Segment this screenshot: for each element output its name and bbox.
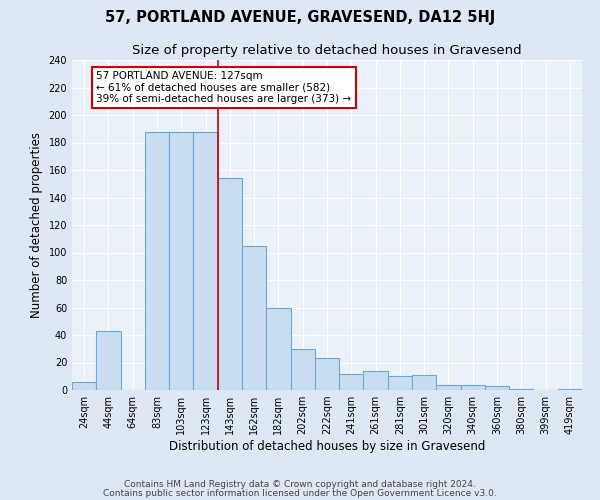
- Bar: [169, 132, 193, 390]
- Y-axis label: Number of detached properties: Number of detached properties: [30, 132, 43, 318]
- Bar: [218, 178, 242, 390]
- X-axis label: Distribution of detached houses by size in Gravesend: Distribution of detached houses by size …: [169, 440, 485, 453]
- Text: Contains public sector information licensed under the Open Government Licence v3: Contains public sector information licen…: [103, 488, 497, 498]
- Text: Contains HM Land Registry data © Crown copyright and database right 2024.: Contains HM Land Registry data © Crown c…: [124, 480, 476, 489]
- Bar: [72, 382, 96, 390]
- Bar: [193, 132, 218, 390]
- Bar: [266, 308, 290, 390]
- Text: 57, PORTLAND AVENUE, GRAVESEND, DA12 5HJ: 57, PORTLAND AVENUE, GRAVESEND, DA12 5HJ: [105, 10, 495, 25]
- Bar: [412, 375, 436, 390]
- Title: Size of property relative to detached houses in Gravesend: Size of property relative to detached ho…: [132, 44, 522, 58]
- Bar: [290, 349, 315, 390]
- Bar: [461, 384, 485, 390]
- Bar: [436, 384, 461, 390]
- Bar: [364, 371, 388, 390]
- Bar: [315, 358, 339, 390]
- Bar: [388, 376, 412, 390]
- Bar: [485, 386, 509, 390]
- Text: 57 PORTLAND AVENUE: 127sqm
← 61% of detached houses are smaller (582)
39% of sem: 57 PORTLAND AVENUE: 127sqm ← 61% of deta…: [96, 71, 352, 104]
- Bar: [339, 374, 364, 390]
- Bar: [558, 388, 582, 390]
- Bar: [242, 246, 266, 390]
- Bar: [509, 388, 533, 390]
- Bar: [96, 331, 121, 390]
- Bar: [145, 132, 169, 390]
